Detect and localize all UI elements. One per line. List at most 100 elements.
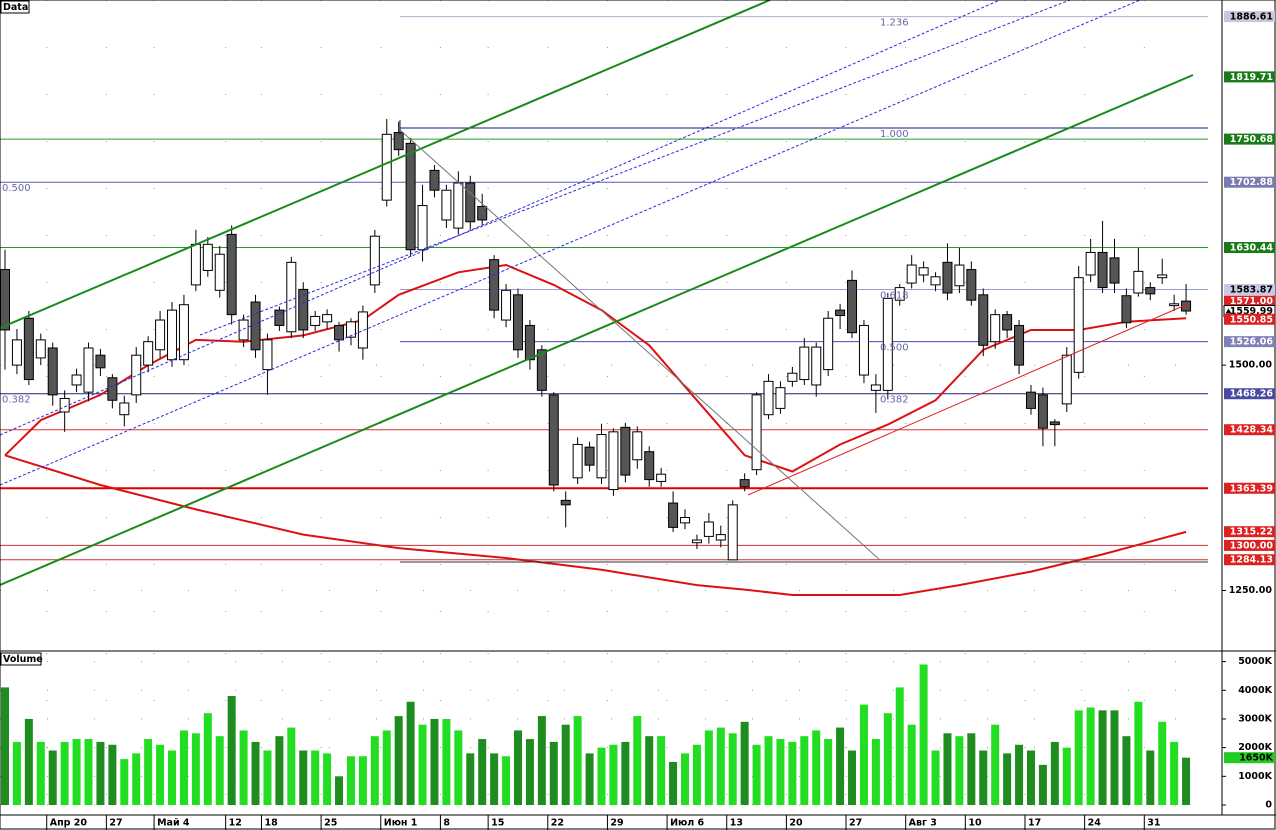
candle-body — [501, 289, 512, 321]
panel-title: Data — [3, 2, 28, 13]
candle-body — [703, 521, 714, 537]
volume-bar — [370, 736, 379, 805]
x-tick-label: 24 — [1088, 818, 1102, 829]
volume-bar — [287, 727, 296, 805]
x-tick-label: 15 — [491, 818, 504, 829]
volume-bar — [311, 750, 320, 805]
volume-bar — [1170, 741, 1179, 805]
candle-body — [656, 473, 667, 482]
candle-body — [966, 269, 977, 301]
candle-body — [978, 294, 989, 346]
candle-body — [95, 354, 106, 369]
volume-bar — [502, 756, 511, 805]
volume-bar — [179, 730, 188, 805]
price-label-box — [1224, 11, 1275, 23]
volume-bar — [776, 739, 785, 805]
volume-bar — [299, 750, 308, 805]
price-label: 1284.13 — [1230, 555, 1273, 566]
volume-bar — [466, 753, 475, 805]
candle-body — [1097, 251, 1108, 289]
volume-bar — [609, 744, 618, 805]
price-label-box — [1224, 526, 1275, 538]
candle-body — [512, 294, 523, 351]
volume-bar — [824, 739, 833, 805]
panel-title-box — [0, 652, 42, 666]
x-tick-label: 13 — [730, 818, 743, 829]
volume-bar — [1026, 750, 1035, 805]
volume-bar — [406, 701, 415, 805]
price-label-box — [1224, 284, 1275, 296]
price-label-box — [1224, 133, 1275, 145]
candle-body — [644, 451, 655, 481]
candle-body — [298, 288, 309, 331]
candle-body — [23, 317, 34, 381]
candle-body — [1061, 354, 1072, 405]
volume-bar — [454, 730, 463, 805]
candle-body — [632, 431, 643, 461]
panel-title: Volume — [3, 654, 43, 665]
candle-body — [381, 133, 392, 201]
y-tick-label: 4000K — [1238, 685, 1272, 696]
volume-bar — [513, 730, 522, 805]
candle-body — [727, 504, 738, 561]
volume-bar — [943, 733, 952, 805]
candle-body — [489, 259, 500, 311]
volume-bar — [1146, 750, 1155, 805]
candle-body — [1121, 295, 1132, 324]
x-tick-label: 12 — [229, 818, 242, 829]
price-label: 1886.61 — [1230, 12, 1273, 23]
volume-bar — [1098, 710, 1107, 805]
x-tick-label: Июл 6 — [670, 818, 704, 829]
candle-body — [465, 182, 476, 223]
volume-bar — [585, 753, 594, 805]
candle-body — [835, 309, 846, 317]
fib-label: 0.500 — [880, 343, 909, 354]
volume-bar — [1074, 710, 1083, 805]
candle-body — [11, 339, 22, 366]
price-label: 1583.87 — [1230, 285, 1273, 296]
volume-bar — [144, 739, 153, 805]
x-tick-label: 8 — [443, 818, 450, 829]
trend-line — [747, 302, 1191, 496]
candle-body — [811, 346, 822, 386]
x-tick-label: Июн 1 — [384, 818, 418, 829]
price-label-box — [1224, 313, 1275, 325]
volume-bar — [907, 724, 916, 805]
price-label: 1630.44 — [1230, 243, 1274, 254]
volume-bar — [597, 747, 606, 805]
volume-bar — [681, 753, 690, 805]
candle-body — [548, 394, 559, 486]
candle-body — [1145, 287, 1156, 295]
candle-body — [214, 253, 225, 291]
price-label-box — [1224, 71, 1275, 83]
x-tick-label: Апр 20 — [50, 818, 88, 829]
y-tick-label: 1500.00 — [1229, 360, 1273, 371]
candle-body — [930, 276, 941, 286]
plot — [0, 0, 1222, 815]
candle-body — [775, 387, 786, 409]
price-label-box — [1224, 539, 1275, 551]
candle-body — [668, 502, 679, 528]
current-price-arrow — [1225, 308, 1232, 314]
x-tick-label: Авг 3 — [909, 818, 937, 829]
volume-bar — [1015, 744, 1024, 805]
x-tick-label: 17 — [1028, 818, 1041, 829]
volume-bar — [382, 730, 391, 805]
volume-bar — [394, 716, 403, 805]
volume-bar — [573, 716, 582, 805]
volume-bar — [967, 733, 976, 805]
y-tick-label: 1250.00 — [1229, 585, 1273, 596]
volume-label: 1650K — [1239, 753, 1273, 764]
volume-bar — [96, 741, 105, 805]
candle-body — [286, 261, 297, 333]
volume-bar — [1158, 721, 1167, 805]
panel-title-box — [0, 0, 30, 14]
volume-bar — [358, 756, 367, 805]
volume-bar — [979, 750, 988, 805]
volume-bar — [752, 744, 761, 805]
volume-bar — [108, 744, 117, 805]
moving-average — [4, 454, 1187, 596]
volume-bar — [549, 741, 558, 805]
volume-bar — [442, 718, 451, 805]
